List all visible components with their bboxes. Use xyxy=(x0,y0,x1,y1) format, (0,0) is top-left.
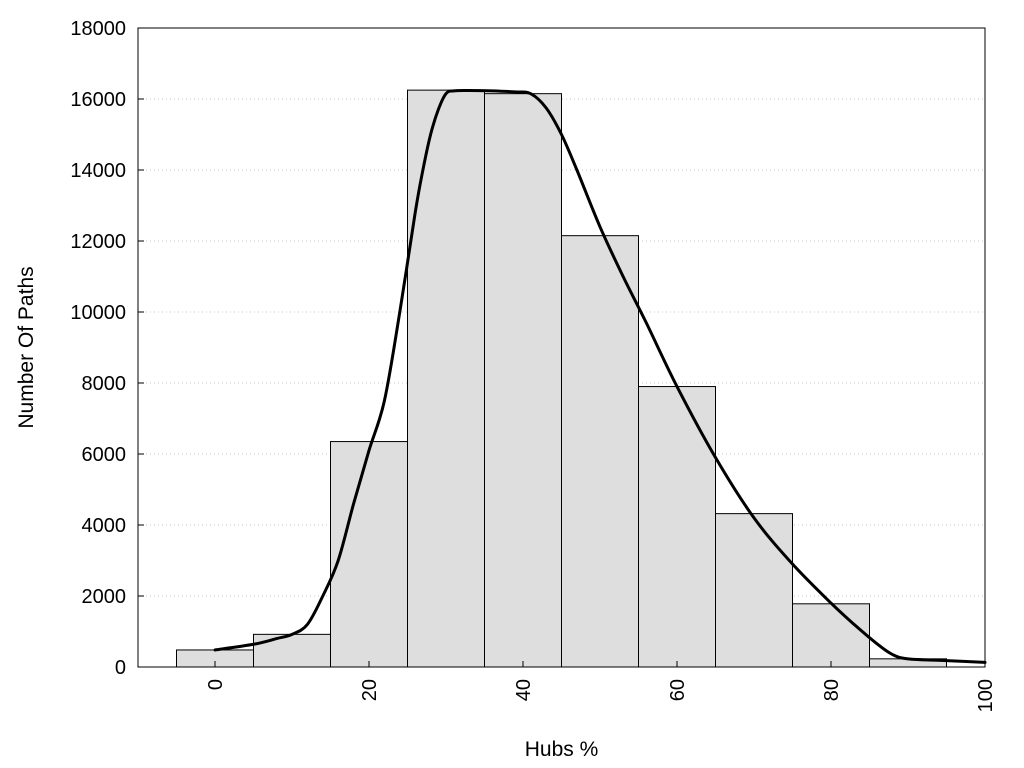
x-tick-label: 0 xyxy=(205,679,227,690)
histogram-bar xyxy=(484,93,562,668)
y-tick-label: 6000 xyxy=(82,444,127,466)
x-tick-label: 60 xyxy=(667,679,689,701)
x-axis-ticks: 0 20 40 60 80 100 xyxy=(205,661,997,712)
y-tick-label: 4000 xyxy=(82,515,127,537)
histogram-bar xyxy=(253,633,331,668)
y-tick-label: 8000 xyxy=(82,373,127,395)
histogram-bar xyxy=(561,235,639,668)
y-tick-label: 14000 xyxy=(70,160,126,182)
x-tick-label: 40 xyxy=(513,679,535,701)
y-tick-label: 16000 xyxy=(70,89,126,111)
histogram-bar xyxy=(638,386,716,668)
x-tick-label: 20 xyxy=(359,679,381,701)
y-axis-ticks: 0 2000 4000 6000 8000 10000 12000 14000 16000 180… xyxy=(70,18,144,679)
histogram-bar xyxy=(792,603,870,668)
y-tick-label: 10000 xyxy=(70,302,126,324)
x-axis-title: Hubs % xyxy=(525,738,599,761)
y-tick-label: 18000 xyxy=(70,18,126,40)
histogram-bar xyxy=(330,441,408,668)
x-tick-label: 80 xyxy=(821,679,843,701)
y-tick-label: 12000 xyxy=(70,231,126,253)
plot-frame xyxy=(137,27,986,668)
x-tick-label: 100 xyxy=(975,679,997,712)
density-curve xyxy=(213,88,987,664)
histogram-bar xyxy=(715,513,793,668)
histogram-bar xyxy=(407,89,485,668)
y-tick-label: 2000 xyxy=(82,586,127,608)
y-tick-label: 0 xyxy=(115,657,126,679)
density-curve-layer xyxy=(213,88,987,664)
histogram-bars xyxy=(176,89,947,668)
y-axis-title: Number Of Paths xyxy=(15,266,38,428)
